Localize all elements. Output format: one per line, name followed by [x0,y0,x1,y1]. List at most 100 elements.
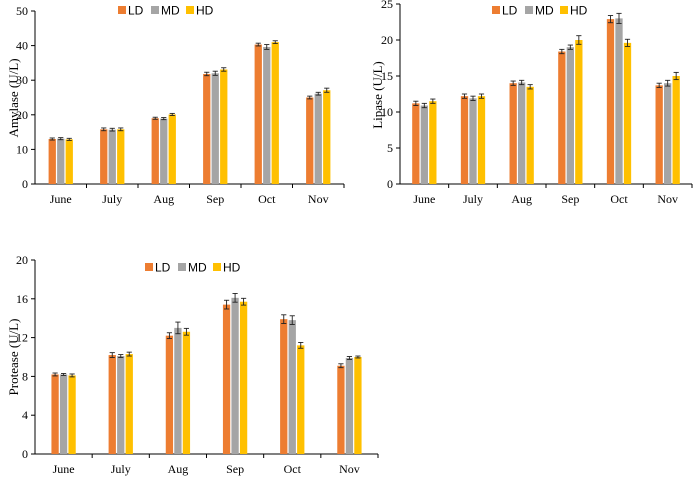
legend-label-ld: LD [502,4,518,18]
bar-hd-oct [623,42,632,184]
bar-ld-sep [558,51,566,184]
x-tick-label: Aug [153,192,174,206]
y-tick-label: 4 [22,408,28,422]
y-tick-label: 12 [16,331,28,345]
y-tick-label: 0 [387,177,393,191]
bar-md-oct [615,18,623,185]
bar-hd-aug [182,331,191,454]
bar-ld-june [412,103,420,184]
bar-md-july [108,129,116,184]
bar-md-sep [566,47,574,185]
bar-hd-aug [168,114,176,184]
bar-hd-oct [271,42,279,184]
bar-md-june [59,374,68,454]
x-tick-label: Sep [226,462,244,476]
x-tick-label: June [413,192,435,206]
bar-md-june [57,138,65,184]
y-tick-label: 5 [387,141,393,155]
y-tick-label: 10 [381,105,393,119]
bar-ld-nov [655,85,663,184]
legend-label-hd: HD [570,4,588,18]
legend: LD MD HD [492,4,588,18]
bar-ld-aug [165,335,174,454]
x-tick-label: Oct [610,192,628,206]
legend-swatch-ld [145,263,153,271]
bar-md-aug [518,82,526,184]
legend-swatch-hd [560,6,568,14]
bar-md-july [117,356,125,454]
bar-hd-june [68,375,76,454]
y-tick-label: 0 [22,447,28,461]
x-tick-label: Nov [308,192,329,206]
bar-ld-aug [509,83,517,184]
x-tick-label: Aug [511,192,532,206]
bar-md-aug [160,118,168,184]
legend: LD MD HD [145,261,241,275]
bar-hd-oct [297,345,305,454]
legend-swatch-md [178,263,186,271]
legend: LD MD HD [118,4,214,18]
x-tick-label: July [102,192,122,206]
legend-swatch-hd [186,6,194,14]
y-tick-label: 8 [22,369,28,383]
bar-hd-aug [526,86,534,184]
y-tick-label: 50 [16,4,28,18]
bar-ld-sep [203,73,211,184]
y-tick-label: 15 [381,69,393,83]
chart-lipase: 0 5 10 15 20 25 Lipase (U/L) June July Aug Sep Oct N… [370,0,693,206]
bar-hd-sep [239,301,248,454]
x-tick-label: Nov [657,192,678,206]
bar-ld-june [48,139,56,184]
bar-hd-nov [323,90,331,184]
bar-hd-june [429,101,437,184]
y-tick-label: 20 [16,253,28,267]
chart-protease: 0 4 8 12 16 20 Protease (U/L) June July Aug Sep Oct… [6,253,379,476]
bar-md-oct [288,320,296,454]
x-tick-label: Aug [168,462,189,476]
y-tick-label: 20 [16,108,28,122]
y-tick-label: 16 [16,292,28,306]
x-tick-label: June [50,192,72,206]
y-tick-label: 20 [381,33,393,47]
chart-amylase: 0 10 20 30 40 50 Amylase (U/L) June July Aug Sep Oc… [6,4,345,206]
bar-hd-nov [672,76,680,184]
bar-hd-june [65,139,73,184]
bar-ld-nov [306,97,314,184]
bar-md-oct [263,46,271,184]
legend-swatch-md [151,6,159,14]
x-tick-label: Sep [206,192,224,206]
y-tick-label: 40 [16,39,28,53]
bar-ld-oct [280,319,288,454]
bar-ld-sep [222,304,231,454]
x-tick-label: Nov [339,462,360,476]
y-axis-label: Protease (U/L) [6,319,21,396]
bar-ld-aug [151,118,159,184]
bar-ld-june [51,374,59,454]
x-tick-label: June [53,462,75,476]
bar-hd-july [125,354,133,454]
y-tick-label: 0 [22,177,28,191]
bar-ld-july [100,129,108,184]
bar-hd-sep [575,40,583,184]
bar-hd-july [117,129,125,184]
bar-md-aug [174,327,182,454]
x-tick-label: Oct [258,192,276,206]
legend-label-ld: LD [128,4,144,18]
bar-md-nov [314,93,322,184]
bar-ld-july [108,355,116,454]
y-axis-label: Amylase (U/L) [6,58,21,137]
bar-ld-oct [606,19,615,185]
bar-ld-oct [254,44,262,185]
y-axis-label: Lipase (U/L) [370,61,385,129]
legend-label-md: MD [535,4,554,18]
y-tick-label: 10 [16,142,28,156]
bar-ld-july [460,96,469,184]
legend-label-md: MD [161,4,180,18]
x-tick-label: Oct [284,462,302,476]
legend-swatch-md [525,6,533,14]
legend-swatch-ld [118,6,126,14]
bar-md-nov [664,83,672,184]
y-tick-label: 25 [381,0,393,11]
legend-label-hd: HD [196,4,214,18]
